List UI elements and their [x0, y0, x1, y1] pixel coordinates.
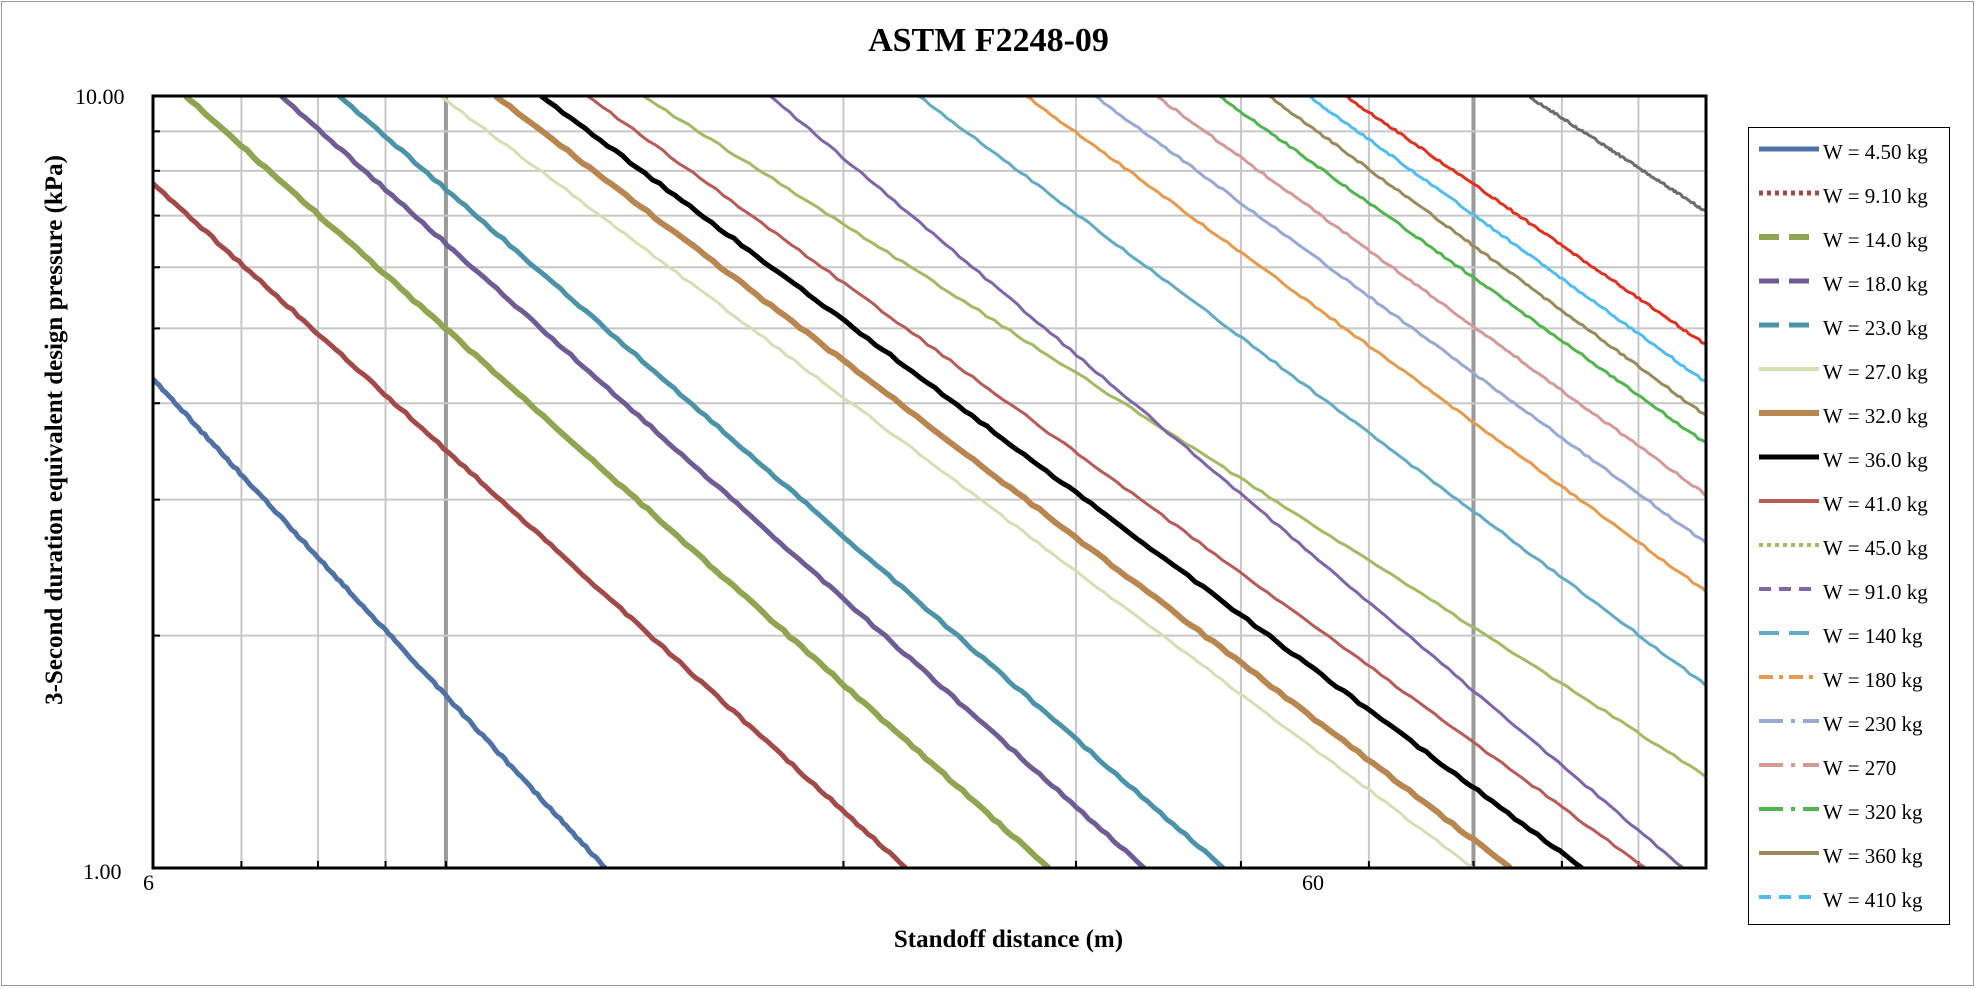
legend-item: W = 18.0 kg	[1749, 266, 1949, 310]
y-axis-label-text: 3-Second duration equivalent design pres…	[41, 155, 68, 705]
chart-title: ASTM F2248-09	[868, 22, 1109, 59]
legend-swatch	[1759, 454, 1819, 460]
legend-swatch	[1759, 278, 1819, 284]
legend-item: W = 410 kg	[1749, 882, 1949, 926]
legend-item: W = 36.0 kg	[1749, 442, 1949, 486]
legend-label: W = 14.0 kg	[1823, 228, 1928, 252]
grid-lines	[153, 96, 1706, 868]
legend-swatch	[1759, 851, 1819, 855]
series-line-w-450-kg	[1344, 96, 1706, 346]
legend-swatch	[1759, 631, 1819, 635]
legend-item: W = 91.0 kg	[1749, 574, 1949, 618]
y-tick-label: 1.00	[83, 859, 122, 884]
legend-item: W = 27.0 kg	[1749, 354, 1949, 398]
legend-item: W = 360 kg	[1749, 838, 1949, 882]
legend-item: W = 230 kg	[1749, 706, 1949, 750]
legend-label: W = 36.0 kg	[1823, 448, 1928, 472]
series-line-w-45-0-kg	[642, 96, 1706, 779]
chart-legend: W = 4.50 kg W = 9.10 kg W = 14.0 kg W = 18.…	[1748, 127, 1950, 925]
legend-label: W = 180 kg	[1823, 668, 1923, 692]
legend-label: W = 45.0 kg	[1823, 536, 1928, 560]
series-line-w-4-50-kg	[153, 377, 607, 868]
x-tick-label: 60	[1302, 870, 1324, 895]
legend-swatch	[1759, 763, 1819, 767]
plot-area-border	[151, 94, 1708, 870]
series-line-w-360-kg	[1268, 96, 1706, 418]
legend-label: W = 140 kg	[1823, 624, 1923, 648]
series-lines	[153, 96, 1706, 868]
legend-item: W = 32.0 kg	[1749, 398, 1949, 442]
legend-swatch	[1759, 543, 1819, 547]
legend-swatch	[1759, 719, 1819, 723]
legend-swatch	[1759, 322, 1819, 328]
series-line-w-140-kg	[917, 96, 1706, 689]
y-tick-label: 10.00	[75, 84, 125, 109]
legend-swatch	[1759, 146, 1819, 152]
legend-label: W = 4.50 kg	[1823, 140, 1928, 164]
series-line-w-32-0-kg	[493, 96, 1513, 868]
legend-label: W = 410 kg	[1823, 888, 1923, 912]
legend-swatch	[1759, 234, 1819, 240]
x-axis-label: Standoff distance (m)	[893, 926, 1124, 953]
legend-item: W = 270	[1749, 750, 1949, 794]
legend-item: W = 23.0 kg	[1749, 310, 1949, 354]
legend-item: W = 320 kg	[1749, 794, 1949, 838]
legend-label: W = 23.0 kg	[1823, 316, 1928, 340]
legend-swatch	[1759, 190, 1819, 196]
legend-swatch	[1759, 807, 1819, 811]
legend-label: W = 9.10 kg	[1823, 184, 1928, 208]
legend-item: W = 14.0 kg	[1749, 222, 1949, 266]
legend-label: W = 91.0 kg	[1823, 580, 1928, 604]
legend-item: W = 45.0 kg	[1749, 530, 1949, 574]
series-line-w-180-kg	[1025, 96, 1706, 595]
x-tick-label: 6	[143, 870, 154, 895]
legend-label: W = 320 kg	[1823, 800, 1923, 824]
legend-swatch	[1759, 499, 1819, 503]
legend-swatch	[1759, 367, 1819, 371]
series-line-w-900-kg	[1527, 96, 1706, 215]
series-line-w-230-kg	[1094, 96, 1706, 546]
series-line-w-9-10-kg	[153, 181, 908, 868]
series-line-w-320-kg	[1218, 96, 1706, 446]
series-line-w-18-0-kg	[279, 96, 1147, 868]
series-line-w-36-0-kg	[539, 96, 1584, 868]
legend-label: W = 32.0 kg	[1823, 404, 1928, 428]
legend-swatch	[1759, 587, 1819, 591]
legend-item: W = 9.10 kg	[1749, 178, 1949, 222]
legend-item: W = 140 kg	[1749, 618, 1949, 662]
legend-label: W = 230 kg	[1823, 712, 1923, 736]
series-line-w-41-0-kg	[586, 96, 1647, 868]
series-line-w-410-kg	[1307, 96, 1706, 384]
legend-label: W = 270	[1823, 756, 1897, 780]
legend-label: W = 360 kg	[1823, 844, 1923, 868]
legend-label: W = 18.0 kg	[1823, 272, 1928, 296]
legend-item: W = 4.50 kg	[1749, 134, 1949, 178]
series-line-w-14-0-kg	[183, 96, 1051, 868]
legend-label: W = 27.0 kg	[1823, 360, 1928, 384]
legend-item: W = 41.0 kg	[1749, 486, 1949, 530]
legend-swatch	[1759, 895, 1819, 899]
series-line-w-27-0-kg	[439, 96, 1475, 868]
series-line-w-91-0-kg	[769, 96, 1685, 868]
series-line-w-270	[1155, 96, 1706, 497]
legend-label: W = 41.0 kg	[1823, 492, 1928, 516]
legend-swatch	[1759, 410, 1819, 416]
series-line-w-23-0-kg	[337, 96, 1226, 868]
legend-item: W = 180 kg	[1749, 662, 1949, 706]
legend-swatch	[1759, 675, 1819, 679]
